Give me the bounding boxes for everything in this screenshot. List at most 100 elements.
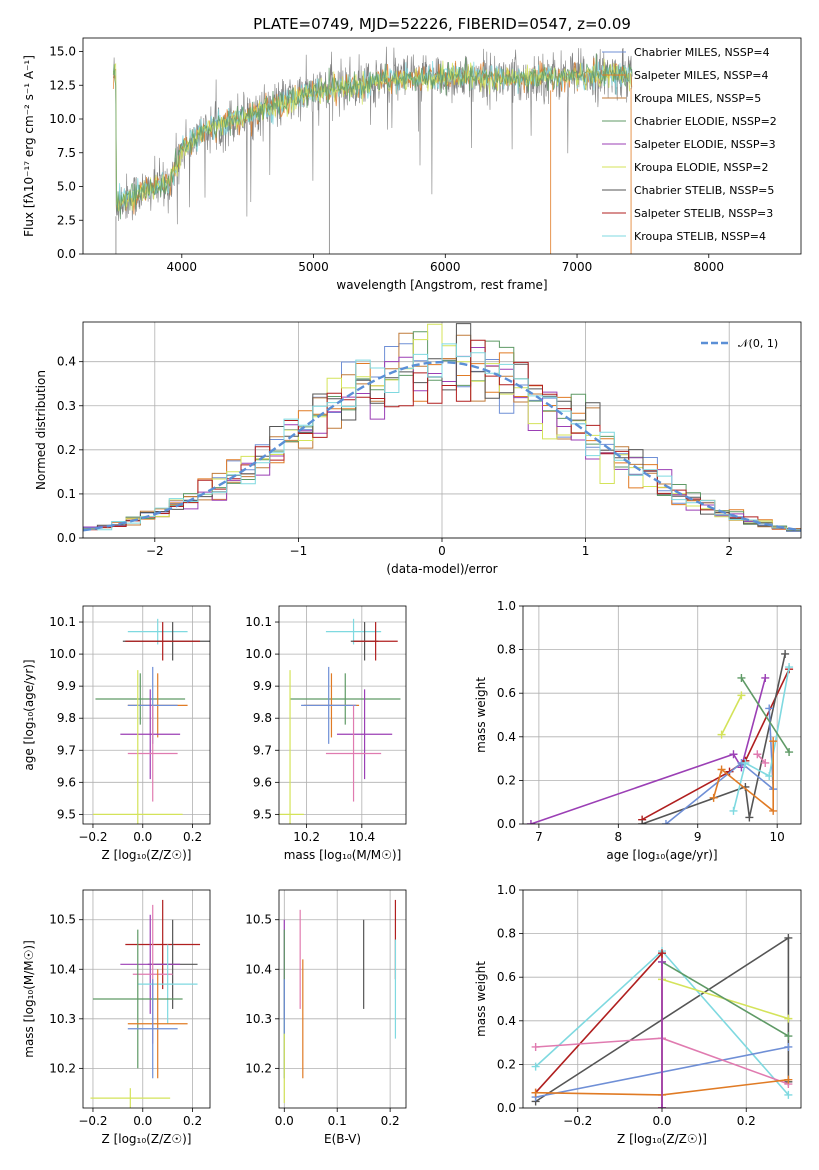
panel-z-weight: −0.2 0.0 0.2 0.0 0.2 0.4 0.6 0.8 1.0 Z [log₁₀(Z/Z…	[474, 883, 802, 1146]
plot-area-z-age	[92, 618, 210, 824]
weight-line	[665, 708, 775, 824]
plot-area-age-weight	[526, 649, 794, 824]
axes-frame	[522, 889, 802, 1109]
plot-area-mass-age	[279, 618, 401, 824]
weight-marker	[769, 737, 778, 746]
panel-z-age: −0.2 0.0 0.2 9.5 9.6 9.7 9.8 9.9 10.0 10.1 Z [log₁…	[22, 605, 211, 862]
axes-frame	[522, 605, 802, 825]
axes-frame	[82, 889, 211, 1109]
errorbar-point	[336, 689, 393, 780]
weight-line	[712, 741, 774, 813]
errorbar-point	[90, 1088, 171, 1108]
x-tick-label: 2	[725, 544, 733, 558]
errorbar-point	[120, 689, 181, 780]
x-tick-label: 0.2	[737, 1114, 756, 1128]
panel-ebv-mass: 0.0 0.1 0.2 10.2 10.3 10.4 10.5 E(B-V)	[245, 889, 407, 1146]
weight-marker	[717, 765, 726, 774]
x-tick-label: 0.0	[133, 830, 152, 844]
axes-frame	[82, 37, 802, 255]
weight-line	[732, 666, 790, 812]
y-tick-label: 7.5	[57, 146, 76, 160]
y-tick-label: 15.0	[49, 45, 76, 59]
x-tick-label: 5000	[298, 260, 329, 274]
x-tick-label: 0.2	[183, 830, 202, 844]
x-tick-label: 0.0	[133, 1114, 152, 1128]
y-tick-label: 9.9	[253, 679, 272, 693]
y-tick-label: 0.6	[497, 970, 516, 984]
weight-marker	[737, 691, 746, 700]
y-axis-label: Flux [fλ10⁻¹⁷ erg cm⁻² s⁻¹ A⁻¹]	[22, 55, 36, 237]
y-tick-label: 9.6	[253, 775, 272, 789]
legend-entry: Kroupa ELODIE, NSSP=2	[634, 161, 768, 174]
axes-frame	[278, 605, 407, 825]
legend-entry: Kroupa STELIB, NSSP=4	[634, 230, 766, 243]
x-tick-label: 4000	[167, 260, 198, 274]
errorbar-point	[127, 969, 188, 1079]
weight-marker	[784, 1042, 793, 1051]
y-tick-label: 0.8	[497, 927, 516, 941]
weight-marker	[784, 933, 793, 942]
weight-marker	[785, 663, 794, 672]
y-tick-label: 0.2	[57, 443, 76, 457]
y-tick-label: 0.2	[497, 1057, 516, 1071]
x-tick-label: −1	[290, 544, 308, 558]
plot-area-z-mass	[90, 899, 201, 1108]
y-tick-label: 2.5	[57, 213, 76, 227]
y-axis-label: mass weight	[474, 677, 488, 753]
errorbar-point	[127, 618, 188, 645]
errorbar-point	[127, 705, 178, 802]
y-tick-label: 0.1	[57, 487, 76, 501]
y-tick-label: 10.2	[49, 1061, 76, 1075]
errorbar-point	[137, 944, 198, 1024]
weight-marker	[638, 820, 647, 824]
x-tick-label: 6000	[430, 260, 461, 274]
errorbar-point	[290, 673, 401, 725]
x-tick-label: 10.2	[293, 830, 320, 844]
weight-marker	[526, 820, 535, 824]
weight-marker	[781, 649, 790, 658]
errorbar-point	[127, 979, 178, 1079]
y-tick-label: 10.5	[49, 913, 76, 927]
y-tick-label: 9.5	[57, 807, 76, 821]
x-axis-label: Z [log₁₀(Z/Z☉)]	[102, 1132, 192, 1146]
y-tick-label: 0.0	[497, 817, 516, 831]
y-tick-label: 0.4	[57, 355, 76, 369]
weight-marker	[765, 704, 774, 713]
x-tick-label: 0	[438, 544, 446, 558]
axes-frame	[82, 321, 802, 539]
errorbar-point	[325, 618, 382, 645]
y-axis-label: Normed distribution	[34, 370, 48, 490]
weight-marker	[785, 748, 794, 757]
y-tick-label: 9.7	[57, 743, 76, 757]
y-axis-label: age [log₁₀(age/yr)]	[22, 659, 36, 770]
legend-entry: 𝒩(0, 1)	[738, 337, 778, 350]
weight-marker	[658, 1104, 666, 1108]
y-tick-label: 0.8	[497, 643, 516, 657]
x-axis-label: mass [log₁₀(M/M☉)]	[284, 848, 402, 862]
axes-frame	[82, 605, 211, 825]
weight-marker	[531, 1062, 540, 1071]
x-tick-label: 0.0	[275, 1114, 294, 1128]
weight-marker	[531, 1088, 540, 1097]
x-tick-label: 0.1	[328, 1114, 347, 1128]
x-tick-label: 7000	[562, 260, 593, 274]
legend-entry: Salpeter MILES, NSSP=4	[634, 69, 768, 82]
legend-entry: Salpeter ELODIE, NSSP=3	[634, 138, 776, 151]
weight-marker	[717, 730, 726, 739]
panel-z-mass: −0.2 0.0 0.2 10.2 10.3 10.4 10.5 Z [log₁₀(Z/Z☉)…	[22, 889, 211, 1146]
weight-line	[756, 753, 766, 764]
y-axis-label: mass [log₁₀(M/M☉)]	[22, 940, 36, 1058]
x-axis-label: age [log₁₀(age/yr)]	[606, 848, 717, 862]
errorbar-point	[92, 670, 183, 824]
legend: Chabrier MILES, NSSP=4 Salpeter MILES, NS…	[602, 46, 777, 243]
weight-line	[641, 653, 786, 824]
x-axis-label: (data-model)/error	[386, 562, 497, 576]
x-tick-label: 0.0	[652, 1114, 671, 1128]
x-axis-label: E(B-V)	[324, 1132, 361, 1146]
y-tick-label: 10.4	[245, 962, 272, 976]
errorbar-point	[120, 914, 181, 1014]
x-axis-label: Z [log₁₀(Z/Z☉)]	[102, 848, 192, 862]
x-tick-label: 8	[614, 830, 622, 844]
weight-marker	[765, 772, 774, 781]
legend-entry: Chabrier ELODIE, NSSP=2	[634, 115, 777, 128]
